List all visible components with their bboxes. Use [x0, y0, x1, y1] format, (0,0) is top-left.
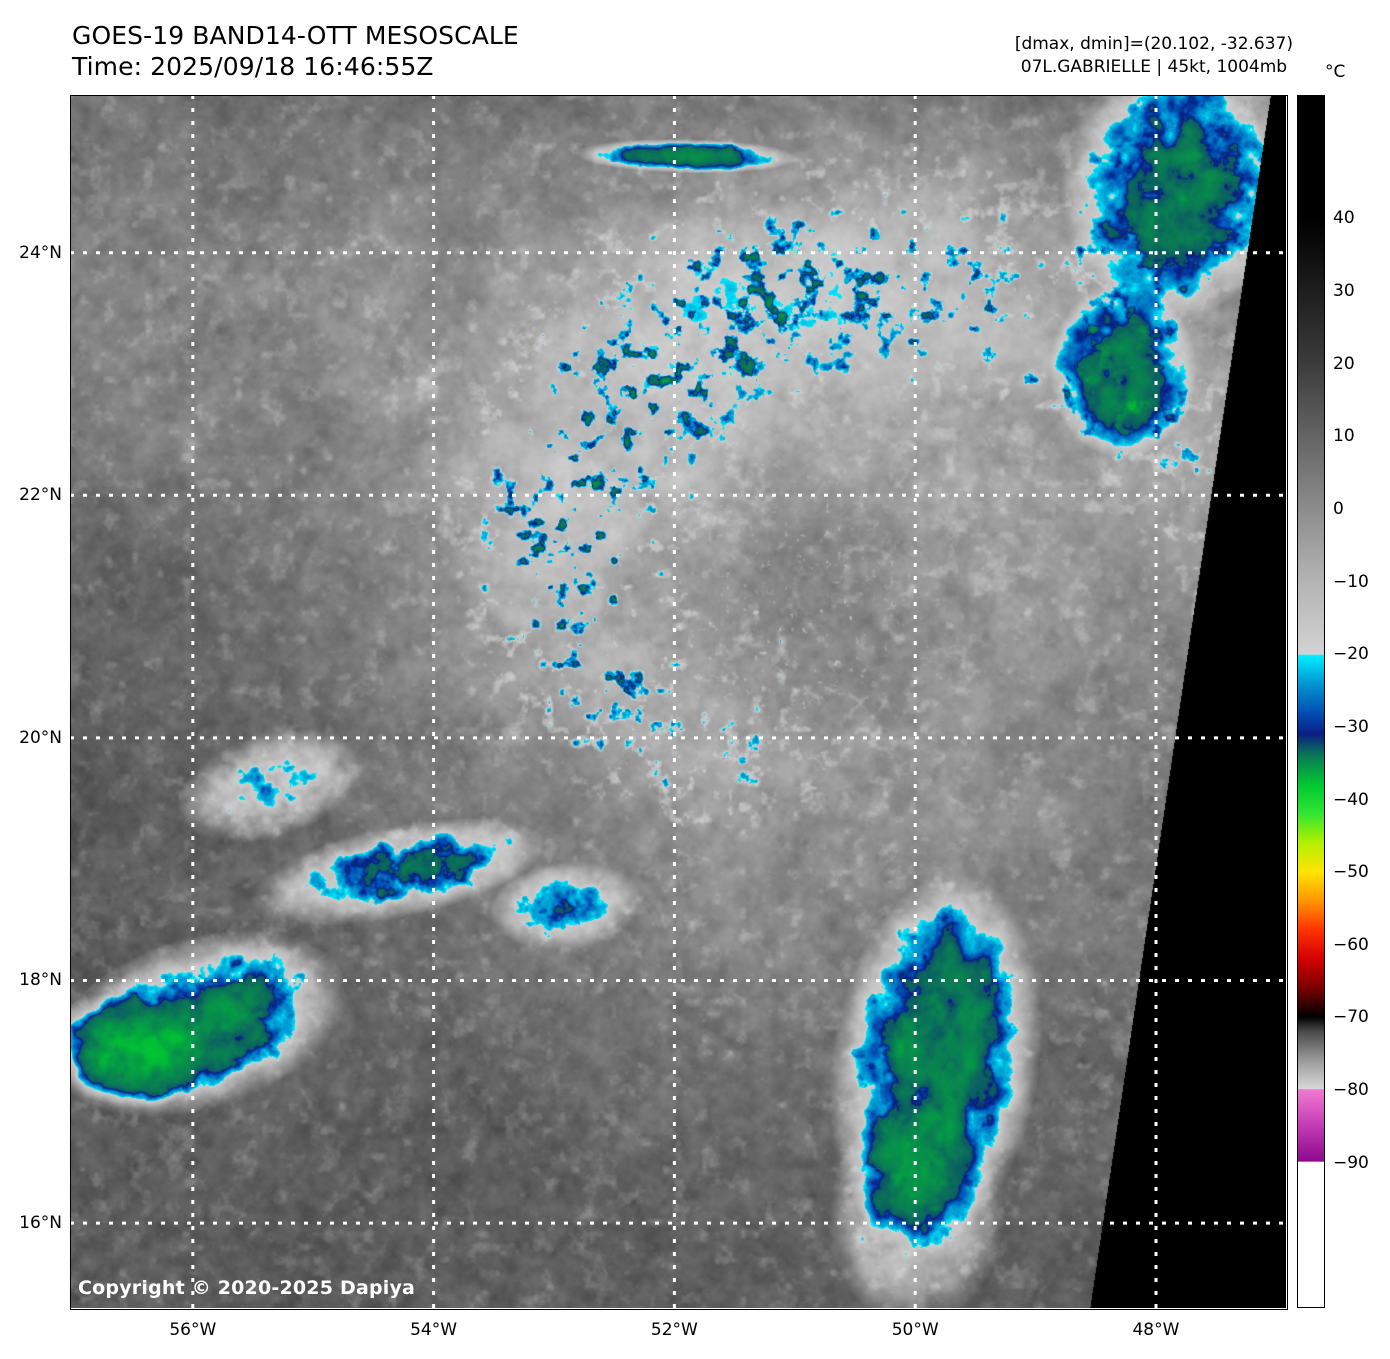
colorbar-tick-minus80: −80: [1333, 1080, 1369, 1101]
colorbar-tick-0: 0: [1333, 499, 1344, 520]
colorbar-tick-30: 30: [1333, 281, 1355, 302]
latitude-axis: 24°N 22°N 20°N 18°N 16°N: [0, 95, 62, 1308]
data-range-readout: [dmax, dmin]=(20.102, -32.637): [1014, 34, 1293, 54]
metadata-block: [dmax, dmin]=(20.102, -32.637) 07L.GABRI…: [1015, 33, 1293, 79]
colorbar-tick-minus40: −40: [1333, 789, 1369, 810]
temperature-colorbar[interactable]: [1297, 95, 1325, 1308]
lat-tick-24: 24°N: [19, 242, 62, 263]
lat-tick-22: 22°N: [19, 485, 62, 506]
satellite-product-title: GOES-19 BAND14-OTT MESOSCALE: [72, 21, 519, 50]
colorbar-unit-label: °C: [1325, 62, 1346, 82]
colorbar-gradient: [1298, 96, 1324, 1307]
lat-tick-20: 20°N: [19, 727, 62, 748]
longitude-axis: 56°W 54°W 52°W 50°W 48°W: [70, 1310, 1286, 1350]
lon-tick-minus54: 54°W: [410, 1320, 458, 1340]
colorbar-tick-minus50: −50: [1333, 862, 1369, 883]
lon-tick-minus52: 52°W: [650, 1320, 698, 1340]
colorbar-tick-minus20: −20: [1333, 644, 1369, 665]
colorbar-tick-minus10: −10: [1333, 571, 1369, 592]
lon-tick-minus48: 48°W: [1132, 1320, 1180, 1340]
colorbar-tick-20: 20: [1333, 353, 1355, 374]
colorbar-tick-minus70: −70: [1333, 1007, 1369, 1028]
copyright-notice: Copyright © 2020-2025 Dapiya: [78, 1277, 416, 1299]
lon-tick-minus50: 50°W: [891, 1320, 939, 1340]
lat-lon-gridlines: [70, 95, 1286, 1308]
colorbar-tick-minus30: −30: [1333, 716, 1369, 737]
lat-tick-16: 16°N: [19, 1213, 62, 1234]
colorbar-tick-minus90: −90: [1333, 1152, 1369, 1173]
colorbar-tick-40: 40: [1333, 208, 1355, 229]
colorbar-tick-minus60: −60: [1333, 934, 1369, 955]
lat-tick-18: 18°N: [19, 970, 62, 991]
storm-info-readout: 07L.GABRIELLE | 45kt, 1004mb: [1020, 57, 1288, 77]
satellite-imagery-canvas: [70, 95, 1286, 1308]
observation-time: Time: 2025/09/18 16:46:55Z: [72, 52, 434, 81]
lon-tick-minus56: 56°W: [169, 1320, 217, 1340]
satellite-image-plot[interactable]: [70, 95, 1286, 1308]
page-title: GOES-19 BAND14-OTT MESOSCALE Time: 2025/…: [72, 20, 519, 82]
colorbar-tick-10: 10: [1333, 426, 1355, 447]
